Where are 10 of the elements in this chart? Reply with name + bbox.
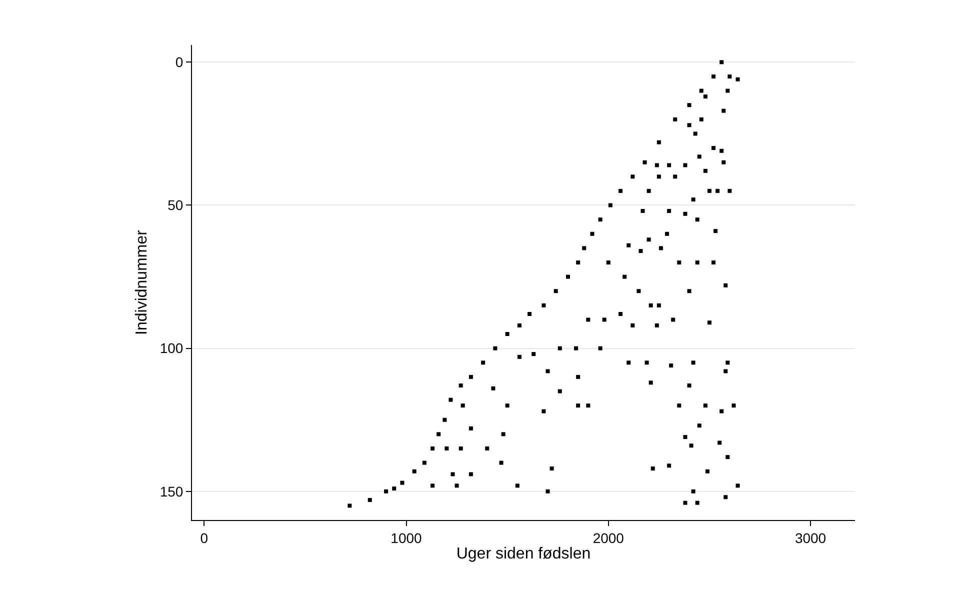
x-tick-label: 1000 (390, 530, 422, 546)
x-tick-label: 2000 (592, 530, 624, 546)
x-tick-label: 3000 (794, 530, 826, 546)
y-tick-label: 100 (160, 340, 184, 356)
y-tick-label: 0 (175, 54, 184, 70)
x-axis-title: Uger siden fødslen (456, 546, 591, 562)
y-tick-label: 150 (160, 483, 184, 500)
y-axis-title: Individnummer (134, 229, 151, 335)
x-tick-label: 0 (200, 530, 208, 546)
y-tick-label: 50 (168, 197, 184, 214)
